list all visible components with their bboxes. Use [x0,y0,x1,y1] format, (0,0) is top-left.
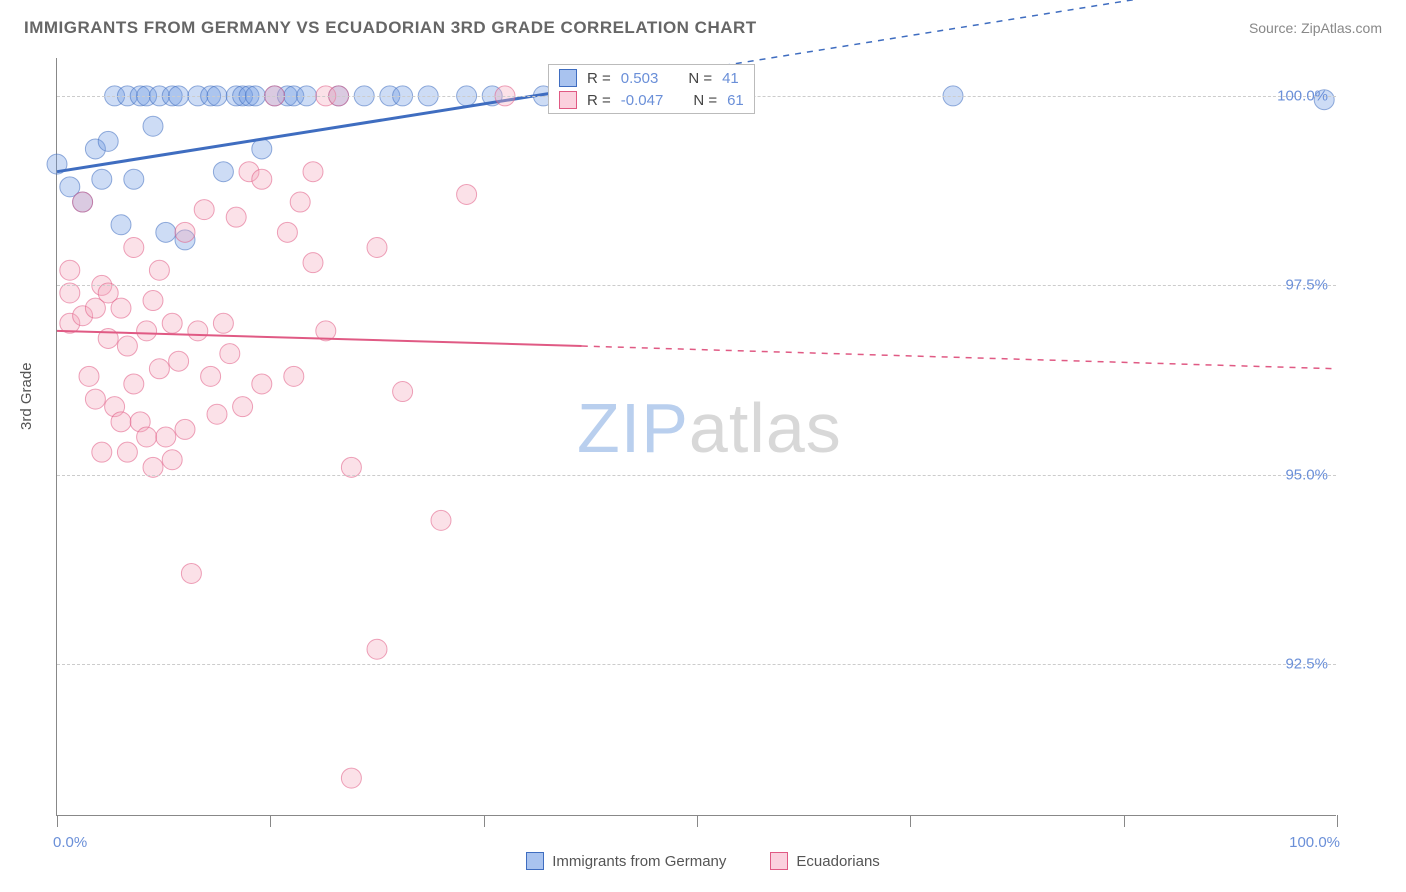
data-point [143,291,163,311]
data-point [457,184,477,204]
data-point [98,131,118,151]
y-axis-label: 3rd Grade [18,362,35,430]
y-tick-label: 100.0% [1277,87,1328,104]
data-point [156,222,176,242]
x-tick [484,815,485,827]
data-point [60,260,80,280]
data-point [277,222,297,242]
chart-header: IMMIGRANTS FROM GERMANY VS ECUADORIAN 3R… [24,18,1382,38]
data-point [124,169,144,189]
r-value: 0.503 [621,70,659,87]
data-point [79,366,99,386]
legend-swatch [559,91,577,109]
data-point [213,313,233,333]
data-point [431,510,451,530]
data-point [156,427,176,447]
data-point [303,253,323,273]
gridline [57,475,1336,476]
legend-label: Immigrants from Germany [552,853,726,870]
data-point [181,563,201,583]
data-point [162,313,182,333]
data-point [367,238,387,258]
data-point [290,192,310,212]
data-point [162,450,182,470]
plot-area: ZIPatlas 0.0% 100.0% 100.0%97.5%95.0%92.… [56,58,1336,816]
y-tick-label: 95.0% [1285,466,1328,483]
data-point [194,200,214,220]
y-tick-label: 92.5% [1285,656,1328,673]
data-point [367,639,387,659]
data-point [226,207,246,227]
data-point [220,344,240,364]
n-label: N = [688,70,712,87]
data-point [175,222,195,242]
data-point [143,116,163,136]
r-label: R = [587,70,611,87]
data-point [284,366,304,386]
data-point [188,321,208,341]
x-tick [1337,815,1338,827]
chart-title: IMMIGRANTS FROM GERMANY VS ECUADORIAN 3R… [24,18,757,38]
data-point [341,768,361,788]
legend-label: Ecuadorians [796,853,879,870]
gridline [57,285,1336,286]
x-min-label: 0.0% [53,834,87,851]
data-point [201,366,221,386]
legend-item: Immigrants from Germany [526,852,726,870]
r-value: -0.047 [621,92,664,109]
n-value: 41 [722,70,739,87]
data-point [149,359,169,379]
legend-swatch [559,69,577,87]
correlation-legend-row: R = 0.503 N = 41 [559,69,744,87]
data-point [149,260,169,280]
data-point [111,298,131,318]
n-value: 61 [727,92,744,109]
x-tick [270,815,271,827]
data-point [303,162,323,182]
data-point [393,382,413,402]
scatter-svg [57,58,1337,816]
correlation-legend: R = 0.503 N = 41 R = -0.047 N = 61 [548,64,755,114]
data-point [207,404,227,424]
n-label: N = [693,92,717,109]
y-tick-label: 97.5% [1285,277,1328,294]
data-point [92,442,112,462]
legend-swatch [770,852,788,870]
data-point [117,336,137,356]
gridline [57,664,1336,665]
data-point [252,374,272,394]
r-label: R = [587,92,611,109]
data-point [252,139,272,159]
data-point [117,442,137,462]
legend-swatch [526,852,544,870]
x-tick [910,815,911,827]
trendline-extrapolated [582,346,1337,369]
data-point [169,351,189,371]
data-point [124,374,144,394]
x-tick [1124,815,1125,827]
chart-source: Source: ZipAtlas.com [1249,20,1382,36]
x-max-label: 100.0% [1289,834,1340,851]
data-point [233,397,253,417]
data-point [137,427,157,447]
footer-legend: Immigrants from Germany Ecuadorians [0,852,1406,870]
data-point [175,419,195,439]
data-point [85,389,105,409]
data-point [111,412,131,432]
x-tick [57,815,58,827]
data-point [137,321,157,341]
data-point [124,238,144,258]
x-tick [697,815,698,827]
data-point [252,169,272,189]
correlation-legend-row: R = -0.047 N = 61 [559,91,744,109]
data-point [92,169,112,189]
data-point [111,215,131,235]
data-point [73,192,93,212]
legend-item: Ecuadorians [770,852,879,870]
data-point [213,162,233,182]
